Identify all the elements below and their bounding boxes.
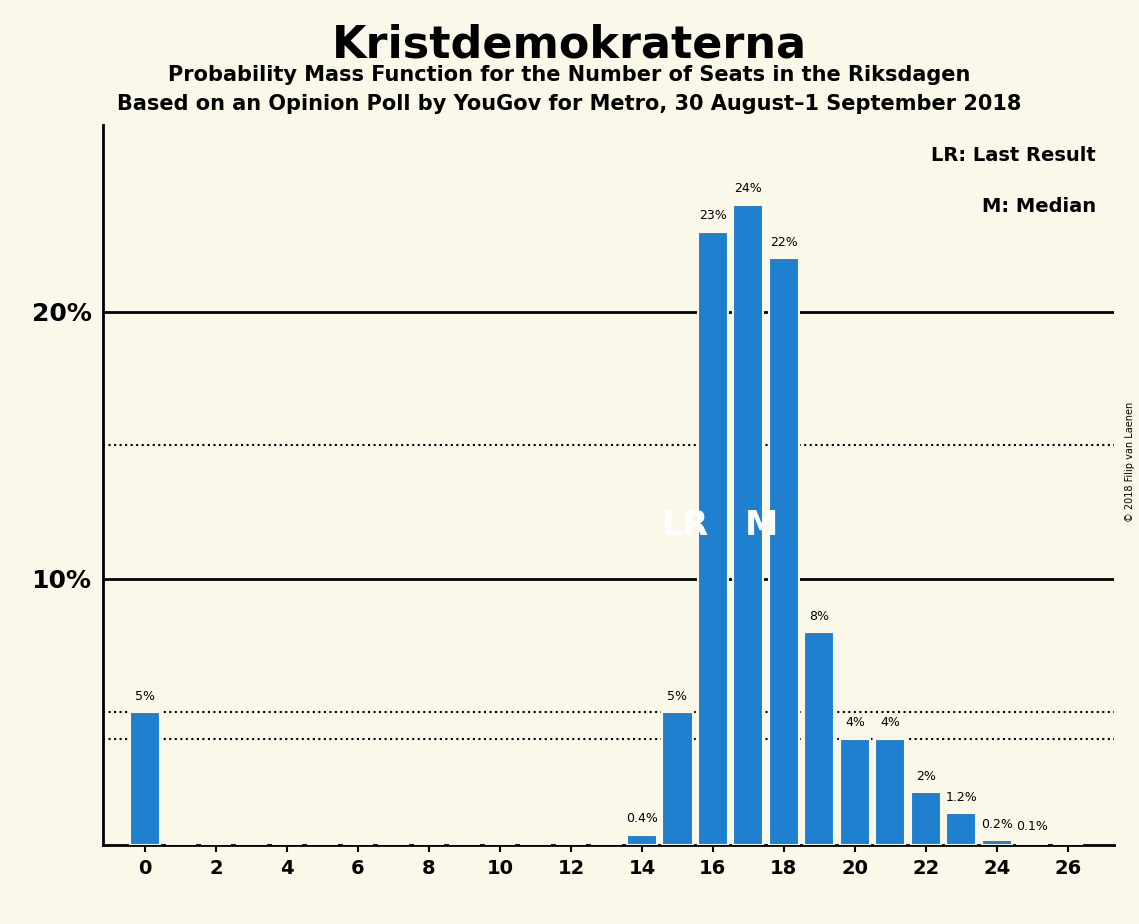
Text: LR: Last Result: LR: Last Result [932, 146, 1096, 165]
Text: 24%: 24% [735, 182, 762, 196]
Text: M: M [745, 508, 778, 541]
Bar [698, 232, 728, 845]
Text: Based on an Opinion Poll by YouGov for Metro, 30 August–1 September 2018: Based on an Opinion Poll by YouGov for M… [117, 94, 1022, 115]
Text: 0.2%: 0.2% [981, 818, 1013, 831]
Text: M: Median: M: Median [982, 197, 1096, 216]
Text: 4%: 4% [845, 716, 865, 729]
Bar [804, 632, 835, 845]
Text: 1.2%: 1.2% [945, 791, 977, 804]
Bar [734, 205, 763, 845]
Text: 0.1%: 0.1% [1016, 821, 1048, 833]
Text: LR: LR [662, 508, 710, 541]
Text: 5%: 5% [667, 689, 688, 702]
Bar [769, 258, 798, 845]
Bar [947, 813, 976, 845]
Bar [839, 738, 870, 845]
Text: 8%: 8% [810, 610, 829, 623]
Bar [875, 738, 906, 845]
Bar [130, 712, 161, 845]
Text: 5%: 5% [136, 689, 155, 702]
Bar [626, 834, 657, 845]
Text: 4%: 4% [880, 716, 900, 729]
Text: 23%: 23% [699, 209, 727, 222]
Bar [663, 712, 693, 845]
Bar [1017, 843, 1048, 845]
Text: Kristdemokraterna: Kristdemokraterna [331, 23, 808, 67]
Text: © 2018 Filip van Laenen: © 2018 Filip van Laenen [1125, 402, 1134, 522]
Text: Probability Mass Function for the Number of Seats in the Riksdagen: Probability Mass Function for the Number… [169, 65, 970, 85]
Text: 0.4%: 0.4% [626, 812, 658, 825]
Bar [982, 840, 1011, 845]
Text: 22%: 22% [770, 236, 797, 249]
Text: 2%: 2% [916, 770, 936, 783]
Bar [911, 792, 941, 845]
